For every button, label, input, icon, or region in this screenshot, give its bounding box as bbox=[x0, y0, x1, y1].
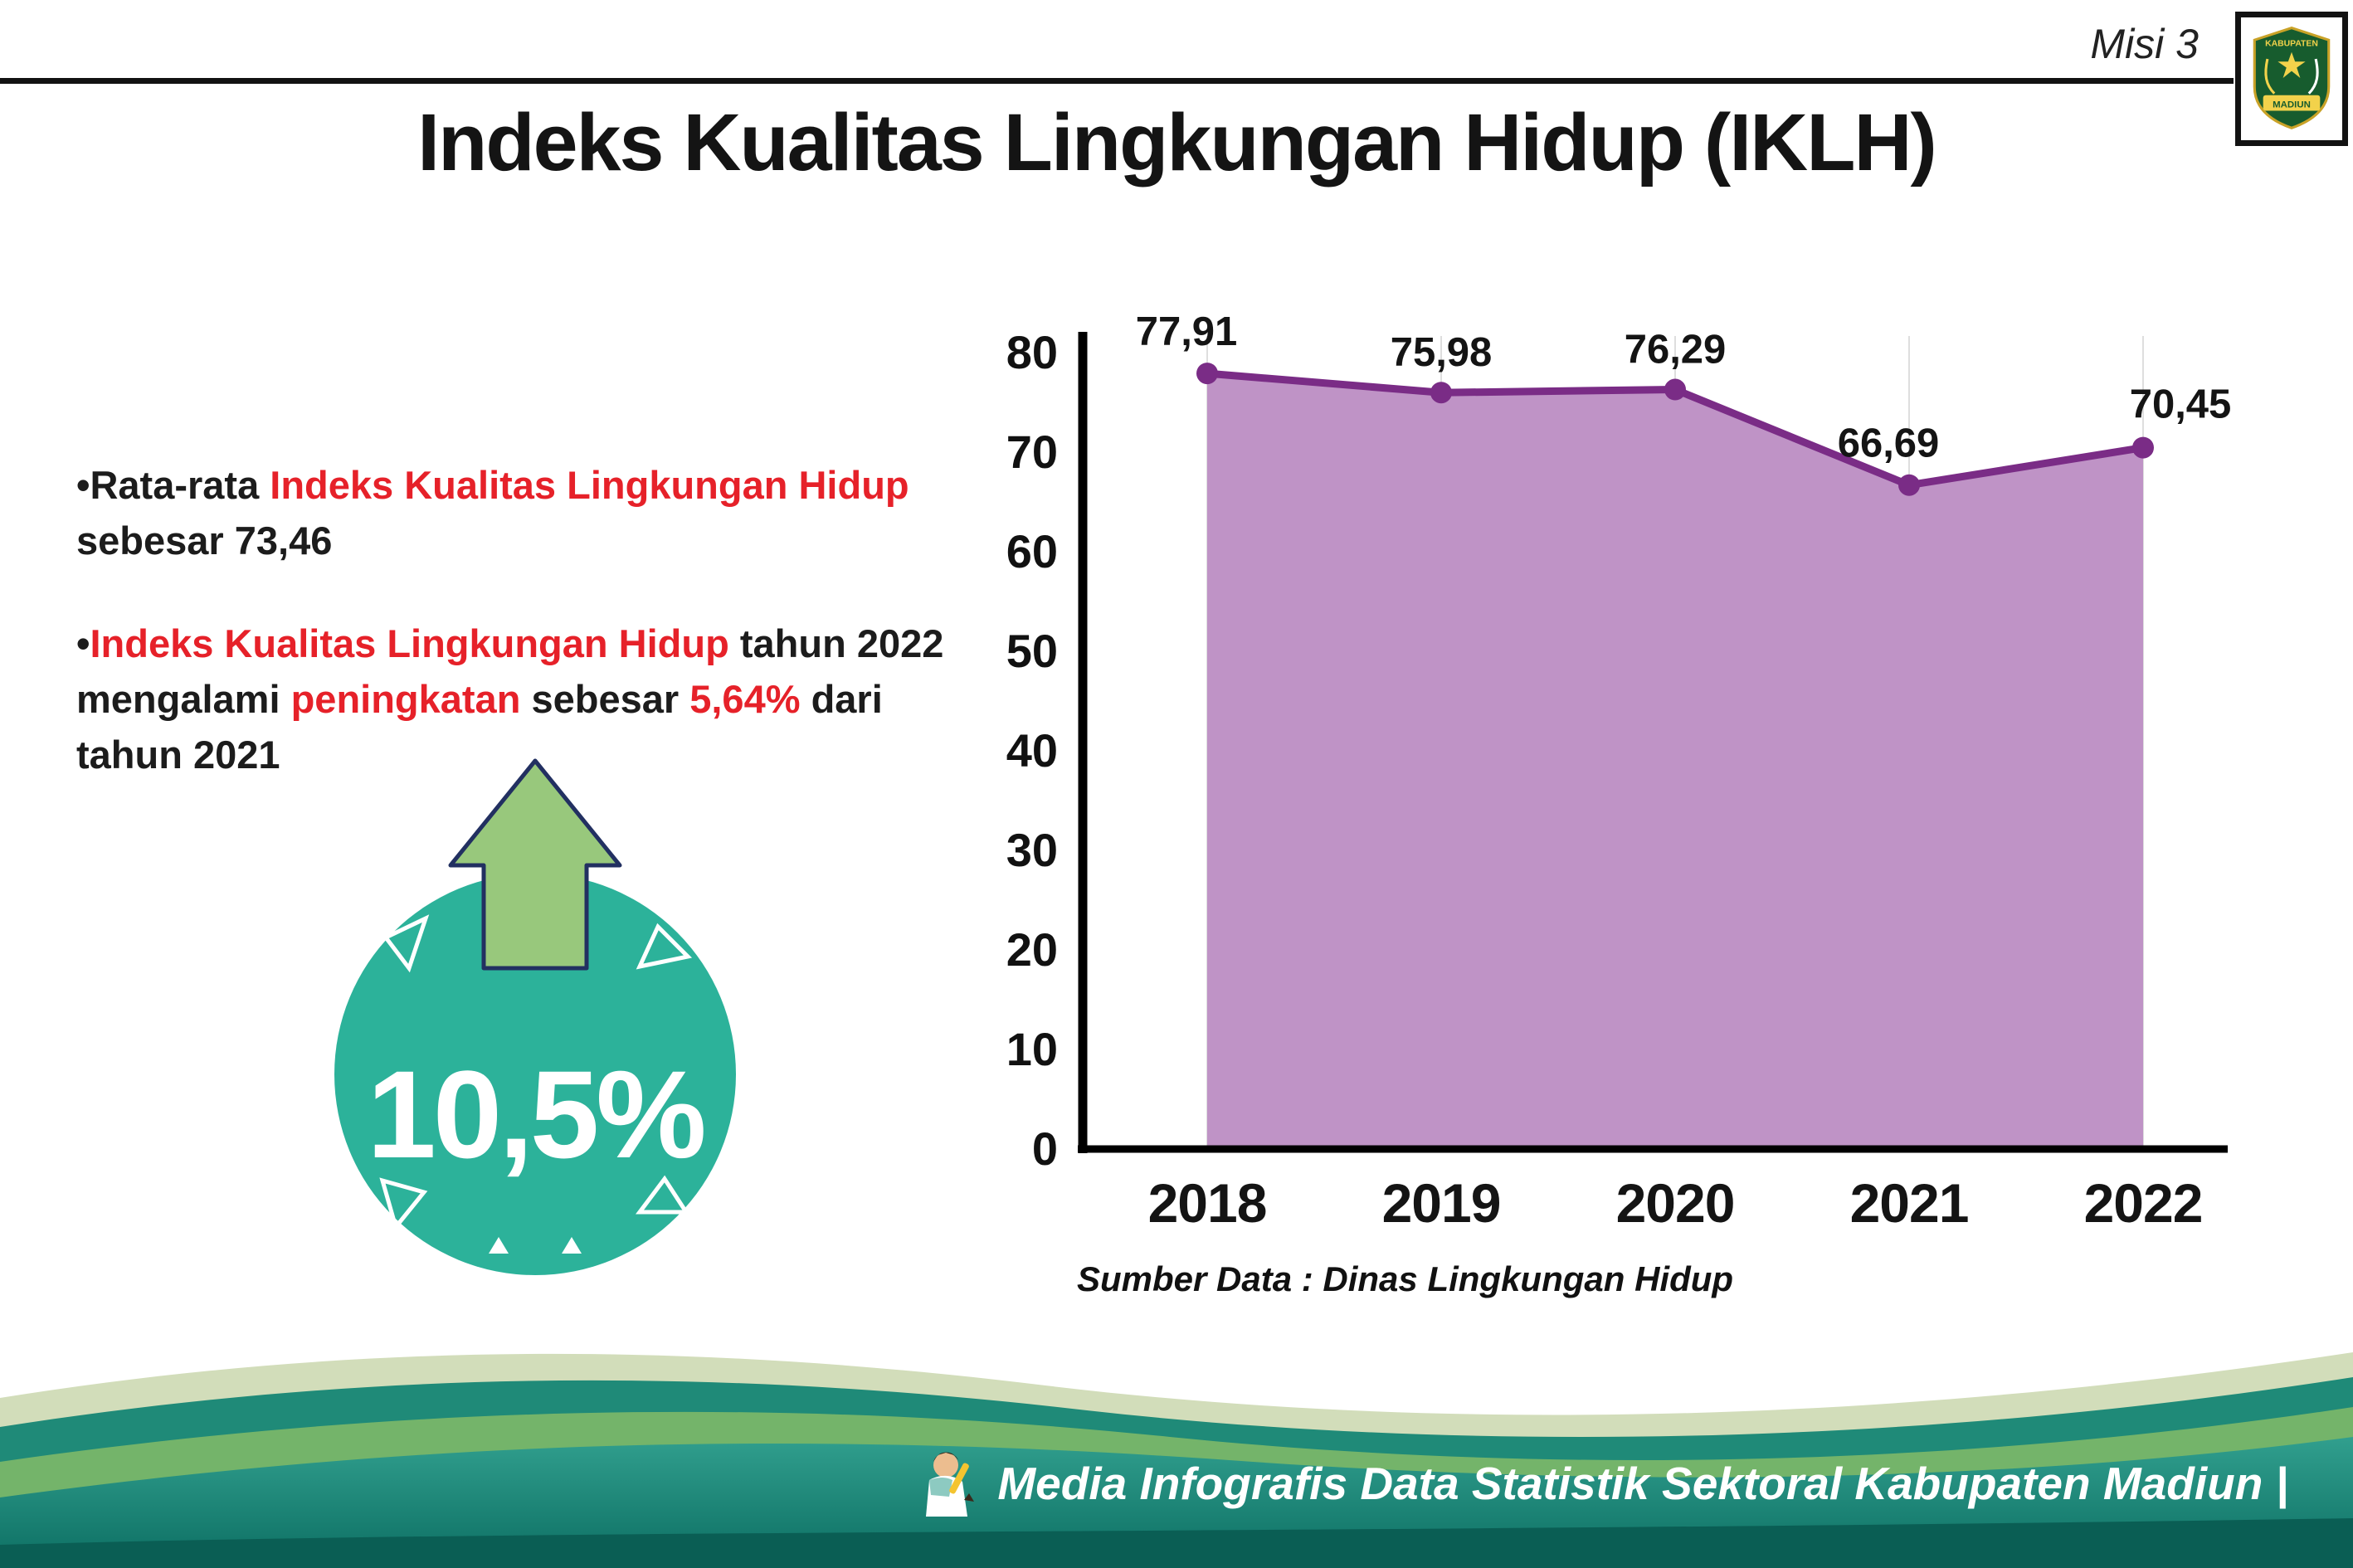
area-chart: 0 10 20 30 40 50 60 70 80 2018 2019 2020 2021 2022 77,… bbox=[1006, 309, 2232, 1234]
svg-text:2018: 2018 bbox=[1148, 1172, 1267, 1234]
top-rule bbox=[0, 78, 2234, 84]
logo-text-bottom: MADIUN bbox=[2273, 100, 2311, 110]
footer-credit: Media Infografis Data Statistik Sektoral… bbox=[916, 1447, 2288, 1520]
svg-text:60: 60 bbox=[1006, 525, 1058, 577]
bullet-list: •Rata-rata Indeks Kualitas Lingkungan Hi… bbox=[76, 458, 972, 831]
svg-text:50: 50 bbox=[1006, 625, 1058, 677]
page-title: Indeks Kualitas Lingkungan Hidup (IKLH) bbox=[417, 97, 1937, 187]
crest-icon: KABUPATEN MADIUN bbox=[2253, 26, 2331, 129]
svg-text:30: 30 bbox=[1006, 824, 1058, 876]
teal-circle bbox=[334, 874, 736, 1275]
svg-text:2020: 2020 bbox=[1616, 1172, 1735, 1234]
increase-badge-graphic bbox=[334, 758, 736, 1275]
svg-text:40: 40 bbox=[1006, 724, 1058, 777]
svg-text:70: 70 bbox=[1006, 426, 1058, 478]
bullet-item: •Indeks Kualitas Lingkungan Hidup tahun … bbox=[76, 621, 944, 777]
source-note: Sumber Data : Dinas Lingkungan Hidup bbox=[1077, 1259, 1734, 1298]
kabupaten-madiun-logo: KABUPATEN MADIUN bbox=[2235, 12, 2348, 146]
svg-text:77,91: 77,91 bbox=[1136, 309, 1238, 354]
increase-value: 10,5% bbox=[367, 1045, 706, 1184]
svg-text:20: 20 bbox=[1006, 923, 1058, 976]
bullet-marker: • bbox=[76, 621, 90, 666]
up-arrow-icon bbox=[448, 758, 622, 971]
bullet-marker: • bbox=[76, 463, 90, 507]
misi-label: Misi 3 bbox=[2090, 21, 2199, 67]
svg-text:76,29: 76,29 bbox=[1625, 328, 1727, 373]
svg-text:80: 80 bbox=[1006, 326, 1058, 378]
logo-text-top: KABUPATEN bbox=[2265, 39, 2318, 48]
svg-text:2021: 2021 bbox=[1850, 1172, 1969, 1234]
svg-text:75,98: 75,98 bbox=[1391, 330, 1493, 375]
footer-text: Media Infografis Data Statistik Sektoral… bbox=[997, 1458, 2288, 1509]
svg-text:0: 0 bbox=[1032, 1122, 1058, 1175]
increase-badge: 10,5% bbox=[303, 743, 767, 1290]
mascot-icon bbox=[926, 1452, 975, 1517]
iklh-chart: 0 10 20 30 40 50 60 70 80 2018 2019 2020 2021 2022 77,… bbox=[979, 290, 2290, 1344]
svg-text:70,45: 70,45 bbox=[2130, 382, 2232, 427]
footer: Media Infografis Data Statistik Sektoral… bbox=[0, 1319, 2353, 1568]
svg-text:10: 10 bbox=[1006, 1023, 1058, 1075]
footer-wave-graphic bbox=[0, 1352, 2353, 1568]
bullet-item: •Rata-rata Indeks Kualitas Lingkungan Hi… bbox=[76, 463, 909, 562]
tick-decorations bbox=[489, 1237, 582, 1254]
svg-text:66,69: 66,69 bbox=[1838, 421, 1940, 466]
svg-text:2019: 2019 bbox=[1382, 1172, 1501, 1234]
star-icon bbox=[2277, 51, 2306, 78]
svg-text:2022: 2022 bbox=[2084, 1172, 2203, 1234]
triangle-decorations bbox=[379, 914, 693, 1232]
